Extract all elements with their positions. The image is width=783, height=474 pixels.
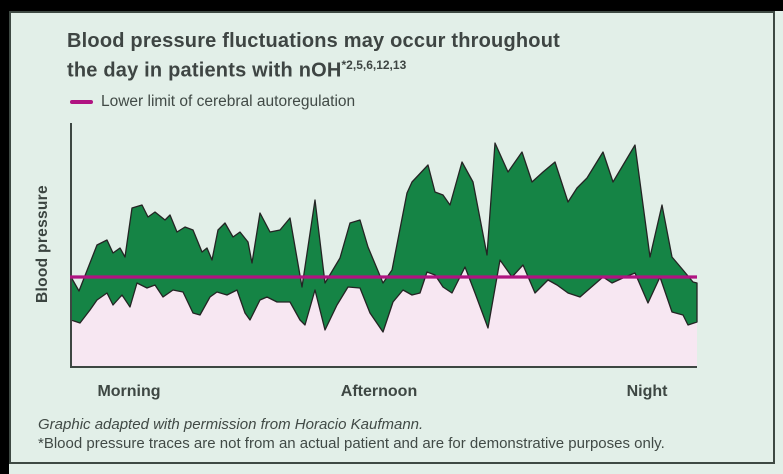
blood-pressure-chart bbox=[70, 123, 698, 368]
attribution-footnote: Graphic adapted with permission from Hor… bbox=[38, 416, 424, 433]
x-axis-labels: Morning Afternoon Night bbox=[70, 383, 710, 403]
reference-line-swatch-icon bbox=[70, 100, 93, 104]
y-axis-label: Blood pressure bbox=[34, 185, 51, 303]
disclaimer-footnote: *Blood pressure traces are not from an a… bbox=[38, 435, 665, 452]
page-title: Blood pressure fluctuations may occur th… bbox=[67, 29, 647, 83]
title-reference-superscript: *2,5,6,12,13 bbox=[341, 58, 407, 72]
card-border-frame bbox=[9, 11, 775, 464]
title-line-2: the day in patients with nOH bbox=[67, 59, 342, 82]
title-line-1: Blood pressure fluctuations may occur th… bbox=[67, 30, 560, 52]
x-label-night: Night bbox=[626, 383, 668, 400]
blood-pressure-band bbox=[70, 142, 698, 333]
legend: Lower limit of cerebral autoregulation bbox=[70, 93, 355, 111]
below-band-pink-area bbox=[71, 260, 697, 367]
x-label-morning: Morning bbox=[97, 383, 161, 400]
legend-label: Lower limit of cerebral autoregulation bbox=[101, 93, 356, 110]
x-label-afternoon: Afternoon bbox=[340, 383, 418, 400]
